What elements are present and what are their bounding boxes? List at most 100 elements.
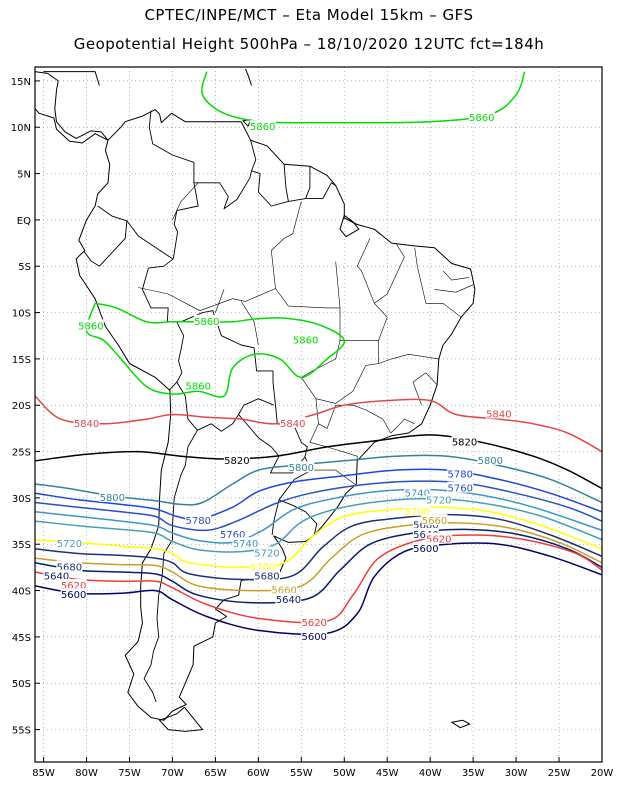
lon-tick-label: 75W [118, 768, 141, 779]
contour-label: 5860 [250, 122, 275, 133]
lon-tick-label: 30W [505, 768, 528, 779]
lat-tick-label: 55S [12, 726, 31, 737]
state-border [309, 423, 358, 461]
state-border [138, 287, 340, 312]
state-border [378, 353, 439, 364]
state-border [412, 372, 438, 406]
state-border [390, 418, 415, 434]
contour-label-bg [301, 616, 328, 627]
contour-label: 5620 [426, 535, 451, 546]
contour-5760 [34, 480, 603, 532]
contour-label: 5820 [224, 456, 249, 467]
contour-label: 5700 [405, 507, 430, 518]
lon-tick-label: 80W [75, 768, 98, 779]
contour-label-bg [43, 569, 70, 581]
contour-label: 5860 [469, 113, 494, 124]
latitude-labels: 15N 10N 5N EQ 5S 10S 15S 20S 25S 30S 35S 40S 45S 50S 5… [11, 77, 40, 737]
contour-5720 [34, 497, 603, 553]
contour-5680 [34, 513, 603, 581]
contour-label: 5860 [78, 321, 103, 332]
geopotential-contours [34, 71, 603, 636]
contour-label: 5700 [250, 562, 275, 573]
lon-tick-label: 50W [333, 768, 356, 779]
map-title-line-2: Geopotential Height 500hPa – 18/10/2020 … [73, 35, 545, 53]
contour-label: 5840 [486, 410, 511, 421]
contour-label-bg [185, 514, 212, 526]
contour-label: 5860 [186, 382, 211, 393]
coastline [34, 108, 109, 144]
contour-label: 5740 [405, 488, 430, 499]
lon-tick-label: 65W [204, 768, 227, 779]
lon-tick-label: 25W [548, 768, 571, 779]
country-border [143, 381, 198, 702]
lon-tick-label: 20W [591, 768, 614, 779]
contour-label-bg [60, 578, 87, 590]
contour-label: 5660 [422, 516, 447, 527]
contour-label: 5660 [271, 586, 296, 597]
contour-label-bg [425, 493, 452, 505]
state-border [300, 340, 379, 404]
state-border [434, 284, 474, 293]
contour-label: 5860 [194, 317, 219, 328]
coastline [34, 71, 109, 141]
contour-5820 [34, 434, 603, 490]
contour-labels: 5860 5860 5860 5860 5860 5860 5840 5840 5840 5820… [43, 110, 512, 643]
contour-label-bg [249, 560, 276, 572]
contour-label-bg [56, 560, 83, 572]
state-border [442, 270, 469, 281]
contour-label-bg [412, 541, 439, 553]
lat-tick-label: 15N [11, 77, 31, 88]
contour-label-bg [447, 481, 474, 493]
country-border [251, 164, 289, 207]
contour-label: 5740 [233, 539, 258, 550]
contour-label-bg [292, 333, 319, 345]
contour-label: 5800 [478, 456, 503, 467]
country-border [197, 398, 274, 432]
country-border [193, 140, 257, 210]
state-border [335, 238, 388, 341]
contour-5840 [34, 395, 603, 453]
country-border [180, 310, 276, 406]
lon-tick-label: 45W [376, 768, 399, 779]
lat-tick-label: 5S [18, 262, 31, 273]
country-border [148, 110, 199, 259]
contour-label: 5800 [100, 493, 125, 504]
country-borders [83, 110, 336, 702]
contour-label: 5640 [276, 595, 301, 606]
lat-tick-label: 20S [12, 401, 31, 412]
lat-tick-label: 45S [12, 633, 31, 644]
contour-label-bg [56, 537, 83, 549]
contour-label-bg [468, 110, 495, 122]
contour-label: 5760 [220, 530, 245, 541]
contour-label-bg [73, 416, 100, 428]
contour-label-bg [249, 120, 276, 132]
contour-label-bg [253, 546, 280, 558]
coastline [75, 109, 476, 721]
state-border [172, 182, 199, 221]
coastlines [34, 68, 476, 732]
contour-label: 5780 [186, 516, 211, 527]
lon-tick-label: 70W [161, 768, 184, 779]
contour-label-bg [279, 416, 306, 428]
lon-tick-label: 55W [290, 768, 313, 779]
contour-label: 5760 [448, 484, 473, 495]
contour-5700 [34, 506, 603, 569]
contour-label-bg [271, 583, 298, 595]
lat-tick-label: 35S [12, 540, 31, 551]
lat-tick-label: 5N [17, 170, 31, 181]
contour-label-bg [425, 532, 452, 544]
contour-label-bg [60, 588, 87, 600]
contour-label-bg [99, 490, 126, 502]
contour-label-bg [275, 592, 302, 604]
contour-label-bg [421, 514, 448, 526]
contour-label-bg [485, 407, 512, 419]
contour-label: 5780 [448, 470, 473, 481]
lon-tick-label: 35W [462, 768, 485, 779]
contour-label-bg [223, 453, 250, 465]
country-border [97, 205, 173, 260]
coastline [245, 68, 252, 86]
coastline [451, 719, 470, 729]
state-border [240, 301, 259, 346]
contour-label-bg [253, 569, 280, 581]
state-border [311, 469, 355, 485]
